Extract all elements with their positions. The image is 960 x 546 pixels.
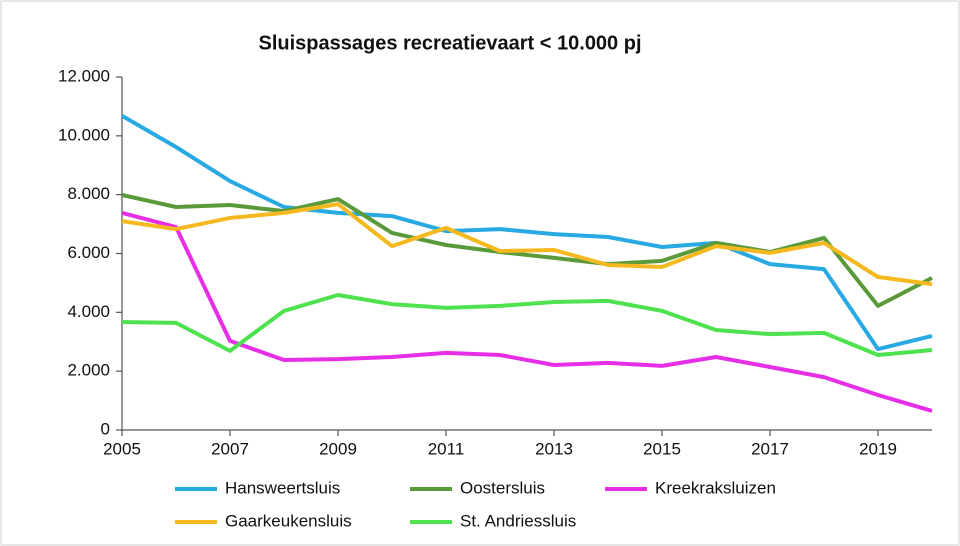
series-line: [121, 193, 933, 308]
y-tick-label: 2.000: [67, 361, 110, 380]
series-line: [121, 293, 933, 357]
x-tick-label: 2011: [428, 439, 465, 458]
series-line: [121, 202, 933, 287]
legend-label: Hansweertsluis: [225, 478, 340, 497]
y-tick-label: 12.000: [58, 66, 110, 85]
x-tick-label: 2009: [319, 439, 357, 458]
legend-label: St. Andriessluis: [460, 511, 576, 530]
x-tick-label: 2019: [859, 439, 897, 458]
chart-title: Sluispassages recreatievaart < 10.000 pj: [258, 32, 641, 54]
x-tick-label: 2013: [535, 439, 573, 458]
y-tick-label: 10.000: [58, 125, 110, 144]
x-tick-label: 2005: [103, 439, 141, 458]
x-tick-label: 2017: [751, 439, 789, 458]
x-tick-label: 2007: [211, 439, 249, 458]
y-tick-label: 6.000: [67, 243, 110, 262]
legend-label: Oostersluis: [460, 478, 545, 497]
series-line: [121, 210, 933, 413]
y-tick-label: 8.000: [67, 184, 110, 203]
legend-label: Gaarkeukensluis: [225, 511, 352, 530]
legend-label: Kreekraksluizen: [655, 478, 776, 497]
y-tick-label: 4.000: [67, 302, 110, 321]
x-tick-label: 2015: [643, 439, 681, 458]
series-line: [120, 114, 933, 352]
y-tick-label: 0: [101, 419, 110, 438]
